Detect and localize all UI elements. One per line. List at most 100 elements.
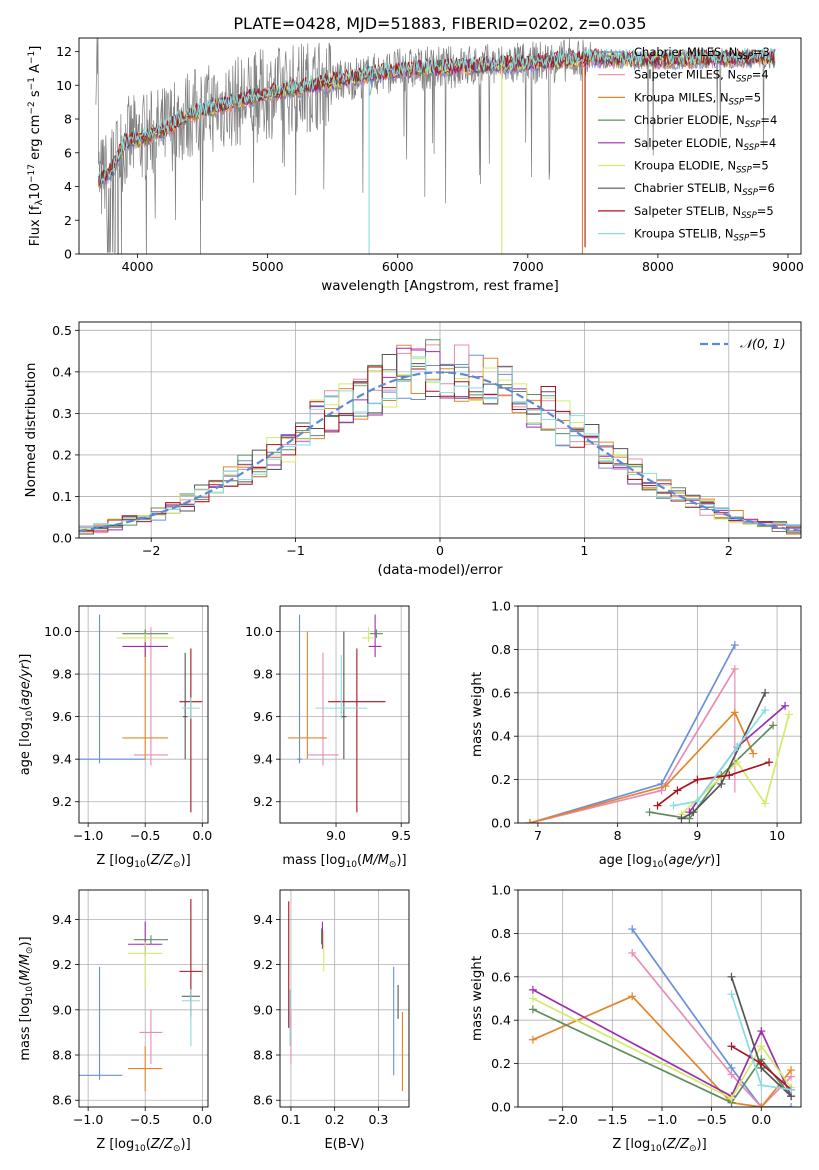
- y-tick-label: 4: [64, 179, 72, 194]
- normal-distribution-curve: [79, 371, 801, 532]
- y-tick-label: 9.0: [52, 1002, 72, 1017]
- y-tick-label: 9.4: [52, 752, 72, 767]
- x-tick-label: −0.5: [130, 1112, 160, 1127]
- x-tick-label: 7000: [512, 259, 544, 274]
- error-bars: [288, 901, 403, 1092]
- y-tick-label: 0.2: [491, 772, 511, 787]
- histogram-steps: [79, 339, 801, 535]
- legend-label: Chabrier MILES, NSSP=3: [634, 45, 770, 62]
- x-tick-label: 0.0: [192, 1112, 212, 1127]
- x-tick-label: 0.0: [192, 828, 212, 843]
- error-bars: [287, 614, 386, 813]
- y-tick-label: 2: [64, 213, 72, 228]
- x-tick-label: −1.5: [597, 1112, 627, 1127]
- axes-frame: [517, 605, 802, 824]
- y-tick-label: 0.0: [52, 531, 72, 546]
- x-axis-label: age [log10(age/yr)]: [599, 853, 721, 870]
- y-tick-label: 9.2: [52, 957, 72, 972]
- y-tick-label: 9.4: [253, 912, 273, 927]
- y-tick-label: 9.2: [253, 957, 273, 972]
- x-tick-label: −1: [286, 543, 304, 558]
- weight-vs-age-plot: 7 8 9 10 0.0 0.2 0.4 0.6 0.8 1.0 age [log10(age/yr…: [469, 599, 802, 870]
- x-tick-label: 0.0: [751, 1112, 771, 1127]
- weight-line-salpeter-miles: [631, 952, 792, 1107]
- y-tick-label: 0.6: [491, 969, 511, 984]
- x-tick-label: 9.0: [326, 828, 346, 843]
- weight-vs-Z-plot: −2.0 −1.5 −1.0 −0.5 0.0 0.0 0.2 0.4 0.6 0.8 1.0 Z […: [469, 883, 802, 1154]
- weight-line-kroupa-elodie: [680, 714, 790, 815]
- error-bars: [79, 899, 203, 1092]
- mass-vs-Z-plot: −1.0 −0.5 0.0 8.6 8.8 9.0 9.2 9.4 Z [log10(Z/Z⊙)…: [18, 889, 212, 1154]
- y-tick-label: 10.0: [44, 624, 72, 639]
- x-tick-label: −2: [142, 543, 160, 558]
- axes-frame: [78, 37, 802, 255]
- age-vs-mass-plot: 9.0 9.5 9.2 9.4 9.6 9.8 10.0 mass [log10(M/M⊙)]: [245, 605, 411, 870]
- x-axis-label: wavelength [Angstrom, rest frame]: [321, 278, 559, 294]
- y-tick-label: 8.8: [52, 1048, 72, 1063]
- axes-frame: [517, 889, 802, 1108]
- weight-line-chabrier-miles: [529, 644, 736, 823]
- weight-line-kroupa-elodie: [532, 997, 792, 1100]
- y-tick-label: 1.0: [491, 883, 511, 898]
- x-tick-label: 6000: [382, 259, 414, 274]
- y-tick-label: 0: [64, 247, 72, 262]
- x-tick-label: 0.3: [368, 1112, 388, 1127]
- y-tick-label: 0.1: [52, 489, 72, 504]
- y-axis-label: Flux [fλ10−17 erg cm−2 s−1 A−1]: [27, 46, 45, 247]
- x-axis-label: Z [log10(Z/Z⊙)]: [96, 853, 190, 870]
- y-tick-label: 6: [64, 145, 72, 160]
- y-tick-label: 9.8: [52, 667, 72, 682]
- x-tick-label: 0: [436, 543, 444, 558]
- x-tick-label: 9: [693, 828, 701, 843]
- error-bars: [79, 614, 203, 813]
- x-tick-label: 8000: [642, 259, 674, 274]
- x-tick-label: 9000: [772, 259, 804, 274]
- x-tick-label: −0.5: [696, 1112, 726, 1127]
- spectrum-lines: [95, 38, 776, 254]
- x-axis-label: Z [log10(Z/Z⊙)]: [96, 1137, 190, 1154]
- y-tick-label: 9.2: [253, 794, 273, 809]
- y-axis-label: mass weight: [469, 672, 485, 757]
- histogram-salpeter-stelib: [79, 365, 801, 532]
- x-axis-label: Z [log10(Z/Z⊙)]: [612, 1137, 706, 1154]
- y-tick-label: 1.0: [491, 599, 511, 614]
- y-tick-label: 8.6: [52, 1093, 72, 1108]
- x-tick-label: −1.0: [73, 828, 103, 843]
- weight-line-kroupa-miles: [529, 710, 754, 823]
- axes-frame: [78, 889, 209, 1108]
- y-axis-label: age [log10(age/yr)]: [18, 654, 35, 776]
- weight-line-kroupa-stelib: [673, 709, 766, 807]
- y-tick-label: 0.3: [52, 406, 72, 421]
- x-tick-label: 2: [725, 543, 733, 558]
- y-tick-label: 9.8: [253, 667, 273, 682]
- spectrum-legend: Chabrier MILES, NSSP=3 Salpeter MILES, NS…: [598, 45, 777, 244]
- y-axis-label: mass weight: [469, 956, 485, 1041]
- legend-label: Salpeter STELIB, NSSP=5: [634, 204, 774, 221]
- y-axis-label: Normed distribution: [23, 363, 39, 498]
- y-tick-label: 9.2: [52, 794, 72, 809]
- weight-series: [528, 925, 796, 1107]
- x-tick-label: −2.0: [548, 1112, 578, 1127]
- weight-line-chabrier-elodie: [532, 1008, 792, 1104]
- legend-label: Chabrier ELODIE, NSSP=4: [634, 113, 777, 130]
- y-tick-label: 9.6: [52, 709, 72, 724]
- mass-vs-ebv-plot: 0.1 0.2 0.3 8.6 8.8 9.0 9.2 9.4 E(B-V): [253, 889, 410, 1152]
- y-tick-label: 12: [56, 44, 72, 59]
- x-tick-label: 4000: [122, 259, 154, 274]
- y-axis-label: mass [log10(M/M⊙)]: [18, 936, 35, 1060]
- histogram-kroupa-stelib: [79, 356, 801, 528]
- x-axis-label: E(B-V): [324, 1137, 364, 1152]
- y-tick-label: 0.2: [491, 1056, 511, 1071]
- x-axis-label: mass [log10(M/M⊙)]: [282, 853, 406, 870]
- y-tick-label: 10.0: [245, 624, 273, 639]
- y-tick-label: 0.5: [52, 323, 72, 338]
- y-tick-label: 10: [56, 78, 72, 93]
- y-tick-label: 0.0: [491, 1100, 511, 1115]
- x-tick-label: −1.0: [647, 1112, 677, 1127]
- model-spectrum-kroupa-stelib: [98, 46, 776, 184]
- weight-series: [525, 641, 794, 823]
- y-tick-label: 8.8: [253, 1048, 273, 1063]
- axes-frame: [78, 321, 802, 539]
- legend-label: Salpeter ELODIE, NSSP=4: [634, 136, 776, 153]
